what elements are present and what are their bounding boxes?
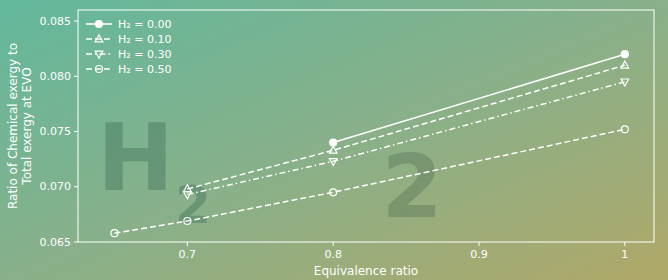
watermark: H xyxy=(97,105,174,212)
data-point xyxy=(184,192,192,199)
legend-marker xyxy=(95,51,103,58)
legend-marker xyxy=(96,66,103,73)
series-line xyxy=(114,129,624,233)
watermark: 2 xyxy=(381,135,442,238)
legend-swatch xyxy=(86,53,112,55)
y-tick xyxy=(74,76,78,77)
x-tick-label: 0.7 xyxy=(179,248,197,261)
series-line xyxy=(187,82,624,195)
legend-label: H₂ = 0.30 xyxy=(118,48,171,61)
data-point xyxy=(184,185,192,192)
legend-label: H₂ = 0.50 xyxy=(118,63,171,76)
x-tick xyxy=(333,242,334,246)
legend-label: H₂ = 0.10 xyxy=(118,33,171,46)
chart: H220.0650.0700.0750.0800.0850.70.80.91Eq… xyxy=(0,0,668,280)
x-tick xyxy=(187,242,188,246)
data-point xyxy=(184,218,191,225)
series-line xyxy=(333,54,625,142)
plot-frame xyxy=(78,10,654,242)
x-tick xyxy=(624,242,625,246)
x-tick xyxy=(479,242,480,246)
background xyxy=(0,0,668,280)
y-tick-label: 0.070 xyxy=(40,180,72,193)
data-point xyxy=(329,146,337,153)
x-tick-label: 1 xyxy=(621,248,628,261)
y-tick-label: 0.085 xyxy=(40,15,72,28)
y-tick xyxy=(74,242,78,243)
data-point xyxy=(621,126,628,133)
data-point xyxy=(621,51,628,58)
data-point xyxy=(621,79,629,86)
legend-swatch xyxy=(86,38,112,40)
legend-marker xyxy=(96,21,103,28)
y-axis-label: Ratio of Chemical exergy toTotal exergy … xyxy=(6,43,34,209)
data-point xyxy=(111,230,118,237)
data-point xyxy=(621,61,629,68)
legend-label: H₂ = 0.00 xyxy=(118,18,171,31)
x-tick-label: 0.8 xyxy=(324,248,342,261)
y-tick-label: 0.075 xyxy=(40,125,72,138)
data-layer xyxy=(111,51,629,237)
y-tick xyxy=(74,186,78,187)
y-tick-label: 0.080 xyxy=(40,70,72,83)
y-tick xyxy=(74,21,78,22)
legend: H₂ = 0.00 H₂ = 0.10 H₂ = 0.30 H₂ = 0.50 xyxy=(86,18,171,76)
data-point xyxy=(330,189,337,196)
y-tick xyxy=(74,131,78,132)
legend-swatch xyxy=(86,68,112,70)
y-tick-label: 0.065 xyxy=(40,236,72,249)
legend-marker xyxy=(95,35,103,42)
x-tick-label: 0.9 xyxy=(470,248,488,261)
series-line xyxy=(187,65,624,189)
x-axis-label: Equivalence ratio xyxy=(314,264,418,278)
data-point xyxy=(329,159,337,166)
